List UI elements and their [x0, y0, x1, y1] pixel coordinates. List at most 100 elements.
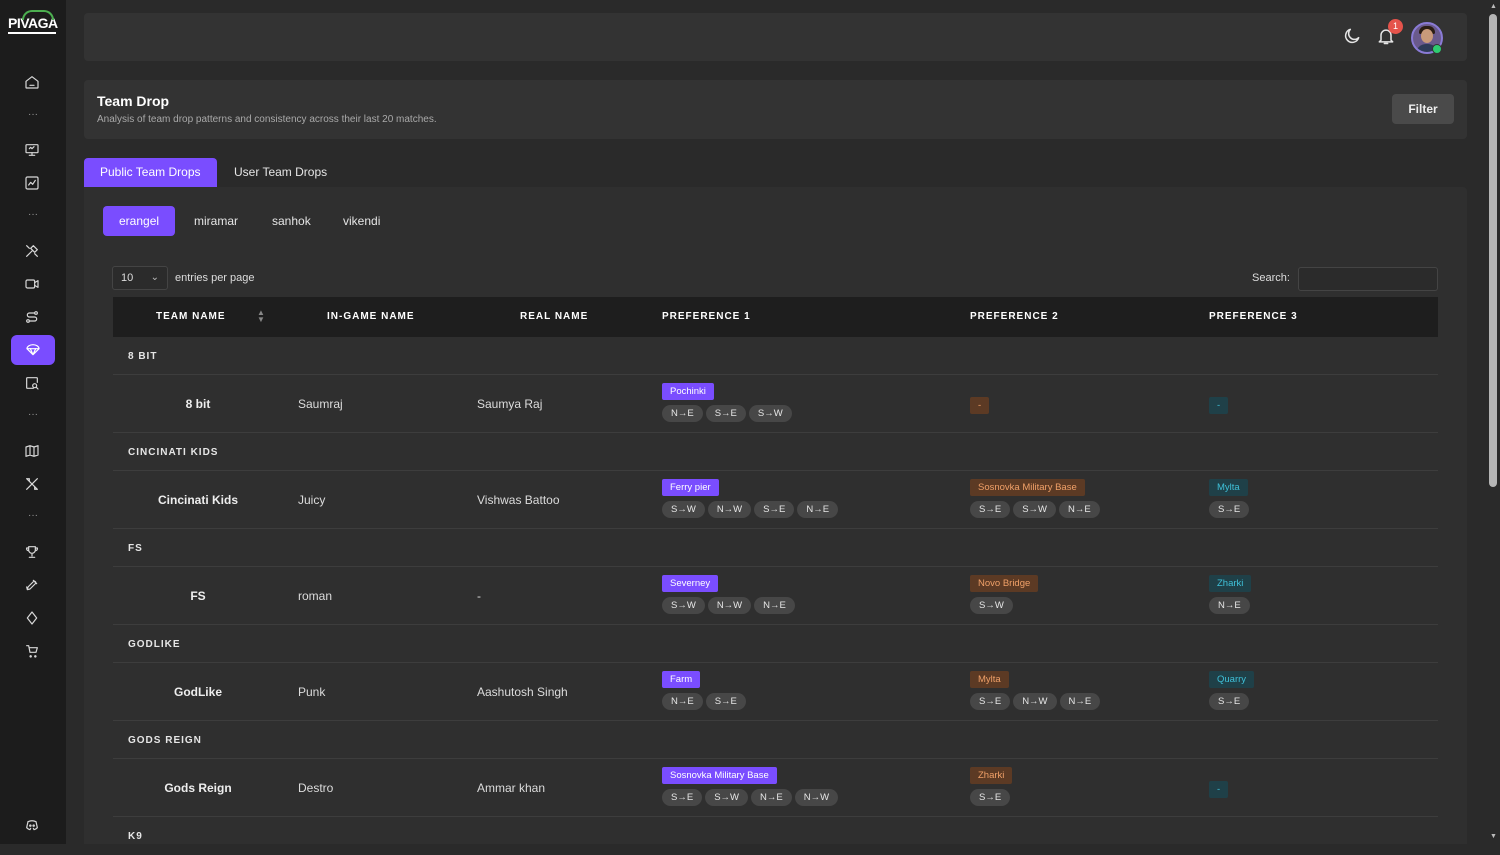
scroll-up-arrow[interactable]: ▲ [1490, 3, 1497, 10]
direction-pill: S→W [662, 597, 705, 614]
tab-user-team-drops[interactable]: User Team Drops [234, 165, 328, 179]
map-icon[interactable] [16, 436, 48, 466]
scrollbar[interactable]: ▲ ▼ [1486, 0, 1500, 844]
parachute-icon[interactable] [11, 335, 55, 365]
real-name-cell: Vishwas Battoo [477, 493, 560, 507]
trophy-icon[interactable] [16, 537, 48, 567]
column-header-preference-2[interactable]: PREFERENCE 2 [970, 311, 1059, 322]
diamond-icon[interactable] [16, 603, 48, 633]
preference-1-cell: Ferry pier S→W N→W S→E N→E [662, 477, 841, 518]
group-row: 8 BIT [113, 337, 1438, 375]
location-badge: Quarry [1209, 671, 1255, 688]
group-row: GODS REIGN [113, 721, 1438, 759]
direction-pill: S→E [970, 501, 1011, 518]
discord-icon[interactable] [16, 810, 48, 840]
table-header: TEAM NAME ▲ ▼ IN-GAME NAME REAL NAME PREF… [113, 297, 1438, 337]
group-label: GODS REIGN [128, 735, 202, 746]
table-row[interactable]: Gods Reign Destro Ammar khan Sosnovka Milit… [113, 759, 1438, 817]
home-icon[interactable] [16, 67, 48, 97]
direction-pill: S→E [754, 501, 795, 518]
page-subtitle: Analysis of team drop patterns and consi… [97, 114, 437, 125]
topbar [84, 13, 1467, 61]
real-name-cell: Saumya Raj [477, 397, 543, 411]
location-badge: Severney [662, 575, 719, 592]
map-tab-sanhok[interactable]: sanhok [272, 214, 311, 228]
table-row[interactable]: FS roman - Severney S→W N→W N→E Novo Bridge S→W Z… [113, 567, 1438, 625]
column-header-preference-3[interactable]: PREFERENCE 3 [1209, 311, 1298, 322]
filter-button[interactable]: Filter [1392, 94, 1454, 124]
column-header-team-name[interactable]: TEAM NAME [156, 311, 226, 322]
table-row[interactable]: 8 bit Saumraj Saumya Raj Pochinki N→E S→E S→W -… [113, 375, 1438, 433]
direction-pill: S→E [970, 693, 1011, 710]
group-label: CINCINATI KIDS [128, 447, 219, 458]
direction-pill: N→W [1013, 693, 1057, 710]
preference-2-cell: Sosnovka Military Base S→E S→W N→E [970, 477, 1103, 518]
entries-label: entries per page [175, 272, 255, 284]
chart-icon[interactable] [16, 168, 48, 198]
table-row[interactable]: Cincinati Kids Juicy Vishwas Battoo Ferry p… [113, 471, 1438, 529]
column-header-in-game-name[interactable]: IN-GAME NAME [327, 311, 415, 322]
column-header-real-name[interactable]: REAL NAME [520, 311, 589, 322]
map-tab-vikendi[interactable]: vikendi [343, 214, 381, 228]
search-doc-icon[interactable] [16, 368, 48, 398]
location-badge: Zharki [970, 767, 1013, 784]
team-name-cell: 8 bit [185, 397, 211, 411]
table-row[interactable]: GodLike Punk Aashutosh Singh Farm N→E S→E Mylt… [113, 663, 1438, 721]
nav-separator: ··· [28, 510, 38, 521]
location-badge: Ferry pier [662, 479, 719, 496]
direction-pill: N→E [797, 501, 839, 518]
direction-pill: N→W [707, 597, 752, 614]
moon-icon[interactable] [1342, 26, 1366, 50]
preference-2-cell: Mylta S→E N→W N→E [970, 669, 1103, 710]
entries-per-page-select[interactable]: 10 ⌄ [112, 266, 168, 290]
preference-3-cell: Mylta S→E [1209, 477, 1252, 518]
crossed-tools-icon[interactable] [16, 469, 48, 499]
map-tab-erangel[interactable]: erangel [103, 206, 176, 236]
search-input[interactable] [1298, 267, 1438, 291]
sort-icon[interactable]: ▲ ▼ [257, 308, 265, 324]
direction-pill: S→W [748, 405, 792, 422]
direction-pill: S→W [970, 597, 1013, 614]
route-icon[interactable] [16, 302, 48, 332]
scroll-down-arrow[interactable]: ▼ [1490, 833, 1497, 840]
sidebar: PIVAGA ··· ··· ··· ··· [0, 0, 66, 844]
location-badge: - [1209, 397, 1229, 414]
direction-pill: N→E [1059, 501, 1100, 518]
direction-pill: N→E [1209, 597, 1250, 614]
tools-icon[interactable] [16, 236, 48, 266]
preference-3-cell: Zharki N→E [1209, 573, 1253, 614]
location-badge: Mylta [1209, 479, 1248, 496]
nav-separator: ··· [28, 409, 38, 420]
direction-pill: S→W [705, 789, 748, 806]
location-badge: Farm [662, 671, 701, 688]
location-badge: - [970, 397, 990, 414]
real-name-cell: - [477, 589, 481, 603]
scroll-thumb[interactable] [1489, 14, 1497, 487]
rocket-icon[interactable] [16, 570, 48, 600]
video-icon[interactable] [16, 269, 48, 299]
direction-pill: S→E [1209, 693, 1250, 710]
avatar[interactable] [1411, 22, 1443, 54]
in-game-name-cell: Destro [298, 781, 334, 795]
page-title: Team Drop [97, 93, 170, 109]
team-name-cell: Cincinati Kids [157, 493, 238, 507]
direction-pill: N→E [662, 405, 703, 422]
preference-3-cell: - [1209, 395, 1229, 414]
map-tab-miramar[interactable]: miramar [194, 214, 238, 228]
monitor-icon[interactable] [16, 135, 48, 165]
online-status-dot [1432, 44, 1442, 54]
direction-pill: S→E [1209, 501, 1250, 518]
logo[interactable]: PIVAGA [8, 10, 58, 38]
group-label: K9 [128, 831, 143, 842]
direction-pill: S→E [705, 405, 746, 422]
preference-1-cell: Farm N→E S→E [662, 669, 749, 710]
direction-pill: S→E [705, 693, 746, 710]
search-label: Search: [1252, 272, 1290, 284]
tab-public-team-drops[interactable]: Public Team Drops [84, 158, 217, 187]
direction-pill: S→E [662, 789, 703, 806]
group-label: 8 BIT [128, 351, 158, 362]
group-label: GODLIKE [128, 639, 181, 650]
preference-3-cell: - [1209, 779, 1229, 798]
column-header-preference-1[interactable]: PREFERENCE 1 [662, 311, 751, 322]
cart-icon[interactable] [16, 636, 48, 666]
